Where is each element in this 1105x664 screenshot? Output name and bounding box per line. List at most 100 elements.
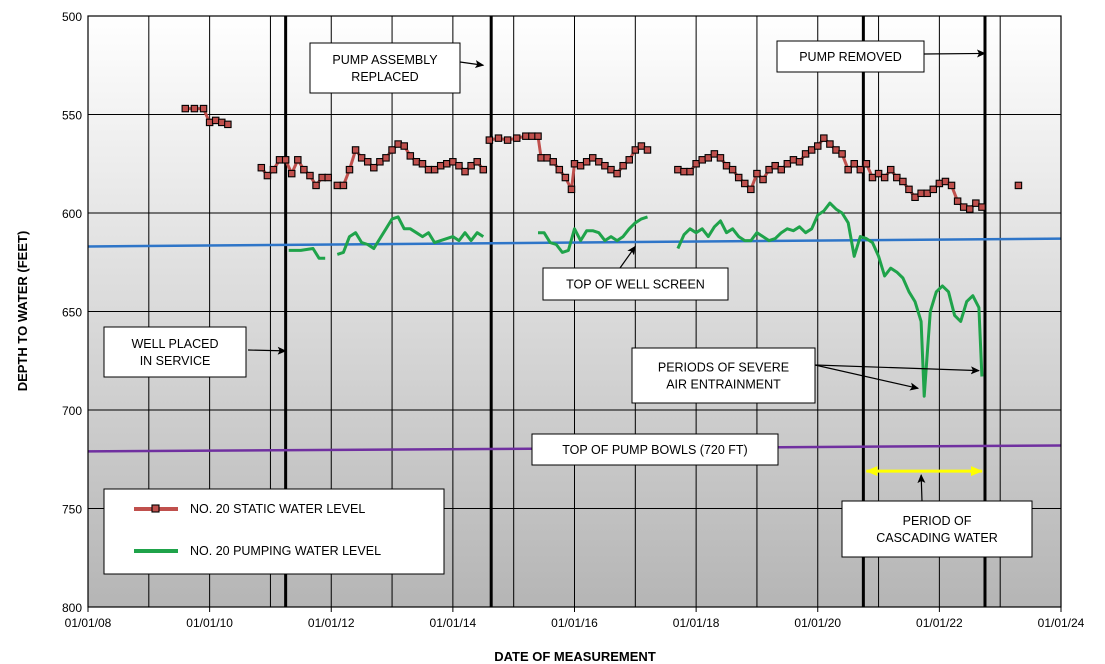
static-point <box>929 185 938 194</box>
annotation-arrow <box>923 49 986 58</box>
static-point <box>801 150 810 158</box>
static-point <box>312 181 320 190</box>
annotation-text: PUMP ASSEMBLY <box>332 53 438 67</box>
annotation-text: PERIODS OF SEVERE <box>658 361 789 375</box>
annotation-text: REPLACED <box>351 70 418 84</box>
y-tick-label: 550 <box>62 109 82 123</box>
annotation-text: TOP OF PUMP BOWLS (720 FT) <box>562 443 747 457</box>
static-point <box>294 156 302 164</box>
annotation-arrow <box>917 474 926 502</box>
static-point <box>899 177 907 186</box>
annotation-text: PUMP REMOVED <box>799 50 902 64</box>
static-point <box>862 160 871 168</box>
static-point <box>966 205 974 213</box>
series-line-1 <box>288 247 326 260</box>
static-point <box>281 156 290 164</box>
static-point <box>394 140 402 148</box>
static-point <box>479 165 488 174</box>
static-point <box>376 158 384 166</box>
annotation: WELL PLACED IN SERVICE <box>103 326 287 378</box>
static-point <box>789 156 798 164</box>
static-point <box>813 142 822 150</box>
x-tick-label: 01/01/14 <box>430 616 477 630</box>
y-ticks: 500 550 600 650 700 750 800 <box>62 10 82 615</box>
static-point <box>512 134 521 142</box>
static-point <box>576 161 585 170</box>
annotation-box <box>531 433 779 466</box>
annotation: PUMP ASSEMBLY REPLACED <box>309 42 485 94</box>
static-point <box>370 163 378 172</box>
x-tick-label: 01/01/12 <box>308 616 355 630</box>
static-point <box>686 167 694 176</box>
static-point <box>503 136 512 144</box>
annotation-text: AIR ENTRAINMENT <box>666 378 781 392</box>
x-tick-label: 01/01/20 <box>794 616 841 630</box>
static-point <box>357 154 366 162</box>
static-point <box>947 181 956 190</box>
static-point <box>856 165 865 174</box>
static-point <box>893 173 901 182</box>
legend-marker-static <box>151 504 160 513</box>
static-point <box>537 154 545 162</box>
static-point <box>522 132 530 140</box>
x-tick-label: 01/01/16 <box>551 616 598 630</box>
static-point <box>820 134 828 142</box>
y-tick-label: 650 <box>62 306 82 320</box>
static-point <box>917 189 925 198</box>
static-point <box>741 179 749 188</box>
annotation-box <box>776 40 925 73</box>
static-point <box>400 142 408 150</box>
annotation: PERIODS OF SEVERE AIR ENTRAINMENT <box>631 347 980 404</box>
annotation: PUMP REMOVED <box>776 40 986 73</box>
static-point <box>406 152 415 160</box>
static-point <box>333 181 342 190</box>
annotation-box <box>841 500 1033 558</box>
static-point <box>205 118 214 127</box>
annotation: TOP OF WELL SCREEN <box>542 245 729 301</box>
annotation-arrow <box>814 364 980 375</box>
static-point <box>582 158 591 166</box>
static-point <box>287 169 296 178</box>
x-tick-label: 01/01/24 <box>1038 616 1085 630</box>
annotation: TOP OF PUMP BOWLS (720 FT) <box>531 433 779 466</box>
annotation-box <box>309 42 461 94</box>
static-point <box>832 146 840 154</box>
static-point <box>351 146 360 154</box>
static-point <box>674 165 682 174</box>
legend-label-static: NO. 20 STATIC WATER LEVEL <box>190 502 365 516</box>
static-point <box>436 161 445 170</box>
static-point <box>549 158 557 166</box>
static-point <box>759 175 767 184</box>
static-point <box>953 197 962 205</box>
static-point <box>826 140 834 148</box>
static-point <box>306 171 314 180</box>
static-point <box>838 150 846 158</box>
static-point <box>555 165 564 174</box>
static-point <box>807 146 816 154</box>
static-point <box>199 104 208 113</box>
static-point <box>181 104 190 113</box>
static-point <box>692 160 700 168</box>
static-point <box>753 169 761 178</box>
static-point <box>886 165 895 174</box>
static-point <box>771 161 779 170</box>
x-tick-label: 01/01/22 <box>916 616 963 630</box>
annotation-box <box>542 267 729 301</box>
static-point <box>443 160 451 168</box>
static-point <box>561 173 570 182</box>
static-point <box>625 156 633 164</box>
static-point <box>269 165 278 174</box>
static-point <box>363 158 372 166</box>
annotation-text: TOP OF WELL SCREEN <box>566 278 705 292</box>
static-point <box>905 185 913 194</box>
static-point <box>467 161 475 170</box>
static-point <box>339 181 348 190</box>
series-line-1 <box>538 215 648 254</box>
x-tick-label: 01/01/10 <box>186 616 233 630</box>
static-point <box>430 165 439 174</box>
static-point <box>722 161 731 170</box>
static-point <box>959 203 968 211</box>
annotation-arrow <box>459 60 485 69</box>
static-point <box>588 154 597 162</box>
